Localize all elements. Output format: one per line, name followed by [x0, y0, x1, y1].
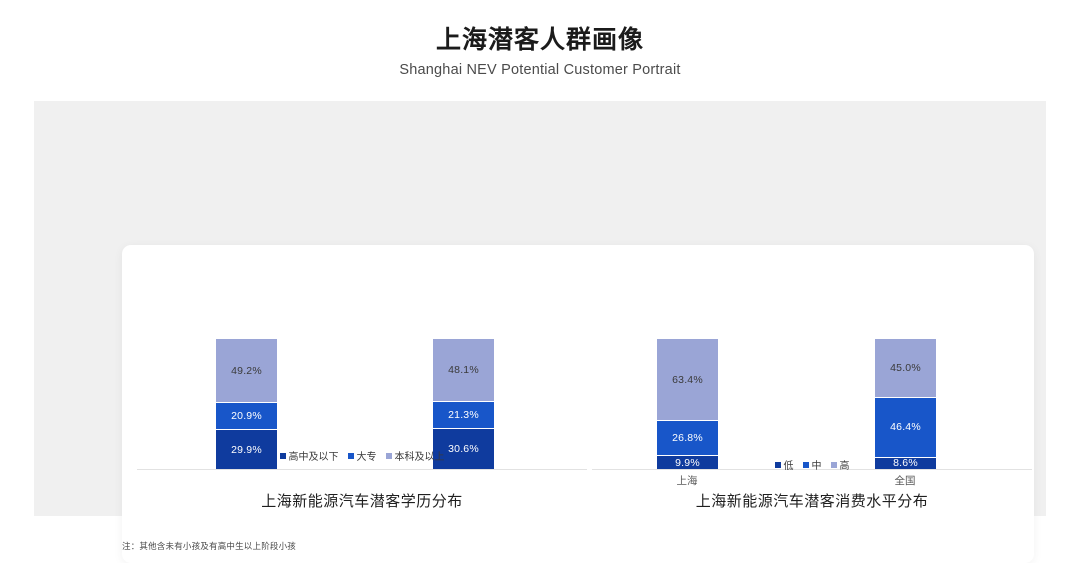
chart-consumption-value-label: 8.6%	[893, 457, 918, 470]
page-title: 上海潜客人群画像	[435, 26, 644, 54]
chart-education-value-label: 30.6%	[448, 443, 479, 456]
chart-education-bar-0[interactable]: 49.2% 20.9% 29.9%	[216, 339, 277, 469]
chart-consumption-value-label: 45.0%	[890, 361, 921, 374]
chart-consumption-segment-中[interactable]: 26.8%	[657, 421, 718, 457]
legend-label: 高	[839, 461, 850, 472]
legend-item-高[interactable]: 高	[830, 457, 850, 472]
legend-swatch-icon	[830, 461, 837, 468]
chart-consumption-segment-低[interactable]: 9.9%	[657, 456, 718, 469]
legend-swatch-icon	[774, 461, 781, 468]
chart-consumption-bar-1[interactable]: 45.0% 46.4% 8.6%	[875, 339, 936, 469]
chart-education-value-label: 49.2%	[231, 364, 262, 377]
chart-consumption-segment-低[interactable]: 8.6%	[875, 457, 936, 470]
chart-education-segment-大专[interactable]: 21.3%	[433, 401, 494, 430]
chart-education-axis	[137, 469, 587, 470]
content-panel: 49.2% 20.9% 29.9% 48.1% 21.3% 30.6% 高中及以下 大专 本…	[34, 101, 1046, 563]
chart-education-bar-1[interactable]: 48.1% 21.3% 30.6%	[433, 339, 494, 469]
chart-consumption-value-label: 46.4%	[890, 421, 921, 434]
legend-item-本科及以上[interactable]: 本科及以上	[385, 448, 445, 463]
legend-label: 大专	[356, 452, 377, 463]
charts-card: 49.2% 20.9% 29.9% 48.1% 21.3% 30.6% 高中及以下 大专 本…	[122, 245, 1034, 563]
chart-consumption-segment-高[interactable]: 45.0%	[875, 339, 936, 398]
chart-consumption-tick-0: 上海	[676, 475, 698, 487]
chart-consumption-value-label: 63.4%	[672, 373, 703, 386]
chart-consumption-bar-0[interactable]: 63.4% 26.8% 9.9%	[657, 338, 718, 469]
legend-swatch-icon	[347, 452, 354, 459]
legend-swatch-icon	[802, 461, 809, 468]
chart-education-segment-本科及以上[interactable]: 48.1%	[433, 339, 494, 402]
chart-consumption-value-label: 26.8%	[672, 432, 703, 445]
legend-label: 高中及以下	[288, 452, 339, 463]
chart-education-plot: 49.2% 20.9% 29.9% 48.1% 21.3% 30.6%	[137, 275, 587, 470]
chart-consumption-tick-1: 全国	[894, 475, 916, 487]
chart-education-segment-高中及以下[interactable]: 29.9%	[216, 430, 277, 469]
chart-education: 49.2% 20.9% 29.9% 48.1% 21.3% 30.6% 高中及以下 大专 本…	[137, 245, 587, 563]
chart-education-caption: 上海新能源汽车潜客学历分布	[261, 493, 463, 510]
legend-item-高中及以下[interactable]: 高中及以下	[279, 448, 339, 463]
chart-education-segment-大专[interactable]: 20.9%	[216, 402, 277, 431]
chart-consumption-legend: 低中高	[592, 457, 1032, 472]
chart-footnote: 注：其他含未有小孩及有高中生以上阶段小孩	[122, 541, 297, 551]
legend-swatch-icon	[385, 452, 392, 459]
legend-label: 本科及以上	[394, 452, 445, 463]
chart-consumption-caption: 上海新能源汽车潜客消费水平分布	[695, 493, 929, 510]
chart-consumption-plot: 63.4% 26.8% 9.9% 45.0% 46.4% 8.6%	[592, 275, 1032, 470]
page-subtitle: Shanghai NEV Potential Customer Portrait	[399, 62, 681, 78]
legend-item-中[interactable]: 中	[802, 457, 822, 472]
chart-education-value-label: 29.9%	[231, 443, 262, 456]
chart-consumption-value-label: 9.9%	[675, 456, 700, 469]
chart-education-segment-本科及以上[interactable]: 49.2%	[216, 339, 277, 403]
chart-education-segment-高中及以下[interactable]: 30.6%	[433, 429, 494, 469]
chart-education-legend: 高中及以下 大专 本科及以上	[137, 448, 587, 463]
chart-education-value-label: 48.1%	[448, 363, 479, 376]
chart-consumption-axis	[592, 469, 1032, 470]
chart-consumption: 63.4% 26.8% 9.9% 45.0% 46.4% 8.6% 上海 全国 低中高 …	[592, 245, 1032, 563]
legend-item-大专[interactable]: 大专	[347, 448, 377, 463]
legend-swatch-icon	[279, 452, 286, 459]
legend-label: 中	[811, 461, 822, 472]
chart-education-ticks	[137, 473, 587, 489]
legend-item-低[interactable]: 低	[774, 457, 794, 472]
legend-label: 低	[783, 461, 794, 472]
page-header: 上海潜客人群画像 Shanghai NEV Potential Customer…	[0, 0, 1080, 78]
chart-consumption-ticks: 上海 全国	[592, 473, 1032, 489]
chart-consumption-segment-中[interactable]: 46.4%	[875, 397, 936, 458]
chart-education-value-label: 21.3%	[448, 408, 479, 421]
chart-consumption-segment-高[interactable]: 63.4%	[657, 338, 718, 422]
chart-education-value-label: 20.9%	[231, 410, 262, 423]
